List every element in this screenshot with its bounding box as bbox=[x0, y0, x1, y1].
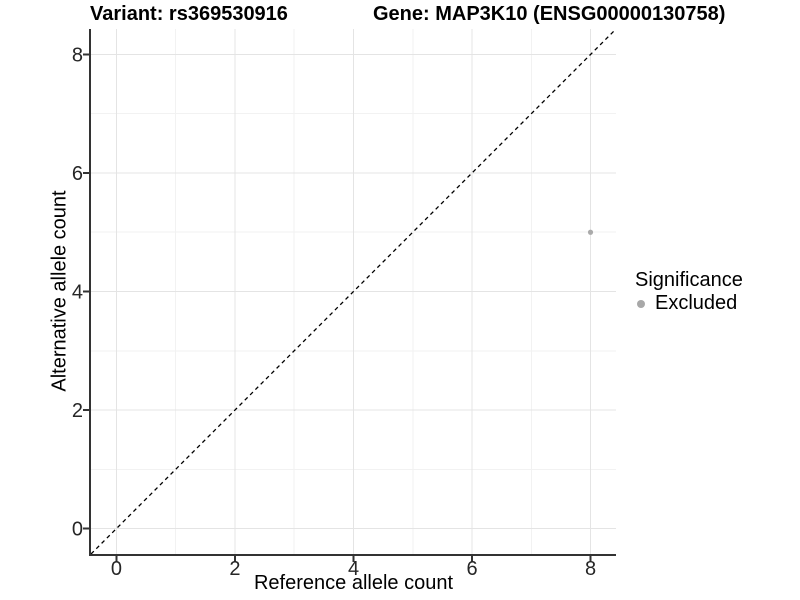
y-tick-label: 8 bbox=[72, 44, 83, 66]
y-tick-label: 2 bbox=[72, 400, 83, 422]
x-tick-label: 0 bbox=[111, 558, 122, 580]
x-tick-label: 6 bbox=[466, 558, 477, 580]
y-tick-label: 0 bbox=[72, 519, 83, 541]
y-axis-title: Alternative allele count bbox=[48, 190, 71, 392]
gene-title: Gene: MAP3K10 (ENSG00000130758) bbox=[373, 3, 726, 25]
x-tick-label: 4 bbox=[348, 558, 359, 580]
x-axis-title: Reference allele count bbox=[253, 572, 453, 594]
legend-title: Significance bbox=[635, 269, 743, 291]
legend-item-excluded: Excluded bbox=[635, 292, 743, 315]
x-tick-label: 2 bbox=[229, 558, 240, 580]
data-point bbox=[587, 229, 594, 235]
y-tick-label: 6 bbox=[72, 163, 83, 185]
legend-item-label: Excluded bbox=[655, 292, 738, 314]
identity-reference-line bbox=[90, 28, 617, 555]
x-tick-label: 8 bbox=[585, 558, 596, 580]
y-tick-label: 4 bbox=[72, 282, 83, 304]
excluded-point-icon bbox=[637, 299, 645, 308]
legend: Significance Excluded bbox=[635, 269, 743, 315]
variant-title: Variant: rs369530916 bbox=[90, 3, 288, 25]
